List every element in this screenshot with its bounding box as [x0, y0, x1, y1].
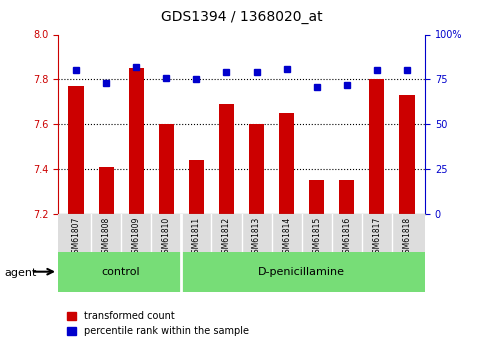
Bar	[249, 124, 264, 214]
Bar	[189, 160, 204, 214]
Bar	[128, 68, 144, 214]
Text: GSM61815: GSM61815	[312, 217, 321, 258]
Bar	[69, 86, 84, 214]
Bar	[99, 167, 114, 214]
Text: GSM61811: GSM61811	[192, 217, 201, 258]
Text: GSM61818: GSM61818	[402, 217, 412, 258]
Bar	[279, 113, 294, 214]
Text: GSM61816: GSM61816	[342, 217, 351, 258]
Text: GSM61808: GSM61808	[101, 217, 111, 258]
Text: agent: agent	[5, 268, 37, 277]
Bar	[309, 180, 324, 214]
Text: D-penicillamine: D-penicillamine	[258, 267, 345, 277]
Text: GSM61817: GSM61817	[372, 217, 382, 258]
Bar	[339, 180, 355, 214]
Text: GSM61812: GSM61812	[222, 217, 231, 258]
Text: GSM61807: GSM61807	[71, 217, 81, 258]
Text: control: control	[102, 267, 141, 277]
Text: GSM61809: GSM61809	[132, 217, 141, 258]
Text: GSM61814: GSM61814	[282, 217, 291, 258]
Bar	[219, 104, 234, 214]
Bar	[369, 79, 384, 214]
Text: GDS1394 / 1368020_at: GDS1394 / 1368020_at	[161, 10, 322, 24]
Bar	[399, 95, 414, 214]
Bar	[159, 124, 174, 214]
Legend: transformed count, percentile rank within the sample: transformed count, percentile rank withi…	[63, 307, 253, 340]
Text: GSM61810: GSM61810	[162, 217, 171, 258]
Text: GSM61813: GSM61813	[252, 217, 261, 258]
